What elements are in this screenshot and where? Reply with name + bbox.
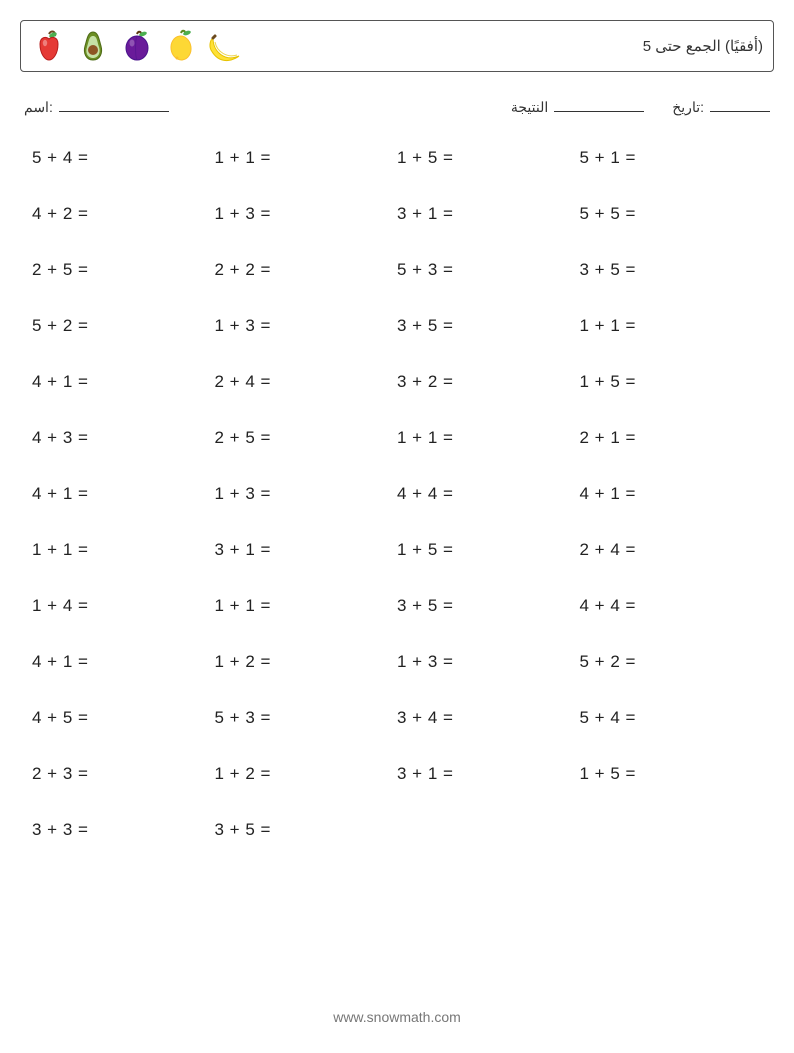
problems-grid: 5 + 4 =1 + 1 =1 + 5 =5 + 1 =4 + 2 =1 + 3… bbox=[20, 146, 774, 874]
apple-icon bbox=[31, 28, 67, 64]
problem-cell: 1 + 5 = bbox=[397, 146, 580, 202]
problem-cell: 3 + 5 = bbox=[397, 594, 580, 650]
banana-icon bbox=[207, 28, 243, 64]
date-label: تاريخ: bbox=[672, 99, 704, 116]
problem-cell: 3 + 1 = bbox=[397, 762, 580, 818]
problem-cell: 4 + 3 = bbox=[32, 426, 215, 482]
problem-cell: 1 + 5 = bbox=[580, 762, 763, 818]
problem-cell: 1 + 1 = bbox=[215, 594, 398, 650]
meta-row: اسم: النتيجة تاريخ: bbox=[20, 98, 774, 116]
problem-cell: 1 + 1 = bbox=[397, 426, 580, 482]
problem-cell: 4 + 1 = bbox=[32, 650, 215, 706]
problem-cell: 4 + 1 = bbox=[580, 482, 763, 538]
problem-cell: 2 + 4 = bbox=[580, 538, 763, 594]
fruit-row bbox=[31, 28, 243, 64]
problem-cell: 1 + 3 = bbox=[215, 202, 398, 258]
problem-cell: 2 + 4 = bbox=[215, 370, 398, 426]
problem-cell: 3 + 2 = bbox=[397, 370, 580, 426]
meta-name: اسم: bbox=[24, 98, 169, 116]
problem-cell: 4 + 5 = bbox=[32, 706, 215, 762]
problem-cell: 3 + 3 = bbox=[32, 818, 215, 874]
problem-cell: 3 + 5 = bbox=[397, 314, 580, 370]
lemon-icon bbox=[163, 28, 199, 64]
problem-cell: 1 + 3 = bbox=[215, 482, 398, 538]
problem-cell: 4 + 1 = bbox=[32, 482, 215, 538]
problem-cell: 1 + 1 = bbox=[580, 314, 763, 370]
problem-cell: 2 + 2 = bbox=[215, 258, 398, 314]
problem-cell: 3 + 1 = bbox=[215, 538, 398, 594]
problem-cell: 3 + 4 = bbox=[397, 706, 580, 762]
problem-cell: 5 + 2 = bbox=[580, 650, 763, 706]
problem-cell: 5 + 3 = bbox=[397, 258, 580, 314]
problem-cell: 1 + 1 = bbox=[32, 538, 215, 594]
problem-cell: 4 + 4 = bbox=[580, 594, 763, 650]
problem-cell: 2 + 5 = bbox=[215, 426, 398, 482]
score-label: النتيجة bbox=[511, 99, 548, 116]
problem-cell: 4 + 1 = bbox=[32, 370, 215, 426]
avocado-icon bbox=[75, 28, 111, 64]
problem-cell: 1 + 3 = bbox=[397, 650, 580, 706]
problem-cell: 1 + 1 = bbox=[215, 146, 398, 202]
problem-cell: 2 + 3 = bbox=[32, 762, 215, 818]
problem-cell: 5 + 4 = bbox=[32, 146, 215, 202]
problem-cell: 5 + 1 = bbox=[580, 146, 763, 202]
footer-text: www.snowmath.com bbox=[0, 1009, 794, 1025]
header-box: (أفقيًا) الجمع حتى 5 bbox=[20, 20, 774, 72]
problem-cell: 3 + 5 = bbox=[580, 258, 763, 314]
problem-cell: 4 + 4 = bbox=[397, 482, 580, 538]
problem-cell: 5 + 5 = bbox=[580, 202, 763, 258]
score-blank[interactable] bbox=[554, 98, 644, 112]
problem-cell: 5 + 2 = bbox=[32, 314, 215, 370]
problem-cell: 2 + 1 = bbox=[580, 426, 763, 482]
problem-cell: 2 + 5 = bbox=[32, 258, 215, 314]
problem-cell: 1 + 5 = bbox=[580, 370, 763, 426]
problem-cell: 1 + 2 = bbox=[215, 762, 398, 818]
worksheet-page: (أفقيًا) الجمع حتى 5 اسم: النتيجة تاريخ:… bbox=[0, 0, 794, 1053]
problem-cell: 4 + 2 = bbox=[32, 202, 215, 258]
problem-cell: 5 + 4 = bbox=[580, 706, 763, 762]
problem-cell bbox=[580, 818, 763, 874]
problem-cell: 1 + 4 = bbox=[32, 594, 215, 650]
problem-cell: 3 + 1 = bbox=[397, 202, 580, 258]
problem-cell: 1 + 3 = bbox=[215, 314, 398, 370]
problem-cell: 1 + 5 = bbox=[397, 538, 580, 594]
plum-icon bbox=[119, 28, 155, 64]
worksheet-title: (أفقيًا) الجمع حتى 5 bbox=[643, 37, 763, 55]
name-label: اسم: bbox=[24, 99, 53, 116]
problem-cell: 3 + 5 = bbox=[215, 818, 398, 874]
problem-cell: 5 + 3 = bbox=[215, 706, 398, 762]
meta-right: النتيجة تاريخ: bbox=[511, 98, 770, 116]
problem-cell bbox=[397, 818, 580, 874]
problem-cell: 1 + 2 = bbox=[215, 650, 398, 706]
name-blank[interactable] bbox=[59, 98, 169, 112]
date-blank[interactable] bbox=[710, 98, 770, 112]
